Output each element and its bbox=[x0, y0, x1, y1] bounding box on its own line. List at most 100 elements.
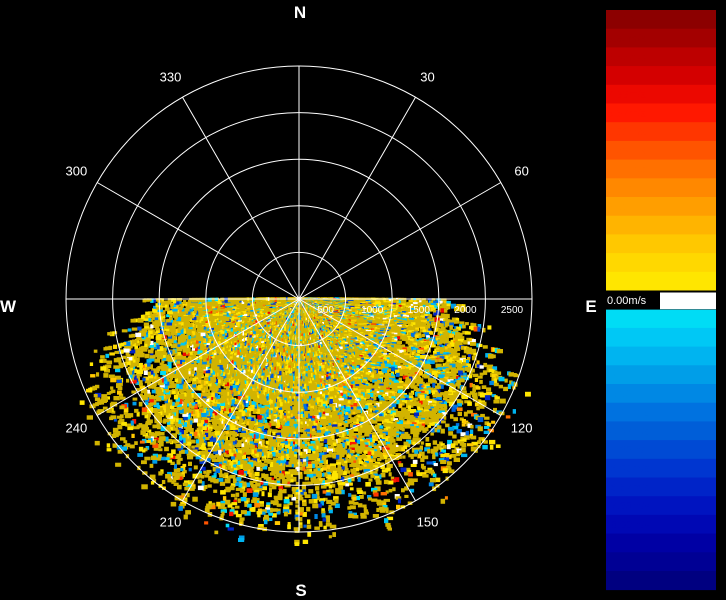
velocity-cell-2770 bbox=[425, 437, 430, 442]
velocity-cell-1398 bbox=[419, 356, 426, 360]
velocity-cell-1352 bbox=[479, 379, 483, 384]
velocity-cell-2693 bbox=[398, 403, 403, 409]
velocity-cell-4910 bbox=[308, 385, 313, 390]
velocity-cell-1439 bbox=[372, 334, 377, 339]
velocity-cell-4262 bbox=[351, 460, 357, 465]
velocity-cell-3817 bbox=[377, 463, 381, 468]
velocity-cell-3623 bbox=[369, 433, 376, 438]
velocity-cell-4449 bbox=[346, 475, 351, 479]
velocity-cell-2567 bbox=[394, 393, 399, 397]
velocity-cell-433 bbox=[470, 322, 474, 327]
velocity-cell-3745 bbox=[361, 428, 368, 433]
velocity-cell-483 bbox=[444, 321, 449, 326]
velocity-cell-4258 bbox=[347, 450, 354, 456]
velocity-cell-4446 bbox=[343, 465, 348, 470]
velocity-cell-1754 bbox=[398, 359, 404, 364]
velocity-cell-4267 bbox=[357, 477, 361, 482]
velocity-cell-2443 bbox=[391, 384, 398, 389]
velocity-cell-2396 bbox=[452, 434, 457, 439]
velocity-cell-1410 bbox=[462, 376, 469, 381]
velocity-cell-915 bbox=[418, 335, 422, 339]
velocity-cell-3937 bbox=[359, 441, 365, 445]
velocity-cell-1581 bbox=[412, 360, 418, 365]
velocity-cell-3451 bbox=[390, 450, 396, 454]
velocity-cell-4210 bbox=[372, 514, 379, 518]
velocity-cell-434 bbox=[472, 323, 477, 328]
velocity-cell-3744 bbox=[360, 424, 364, 429]
velocity-cell-4802 bbox=[323, 454, 328, 459]
velocity-cell-4513 bbox=[348, 493, 352, 497]
velocity-cell-4855 bbox=[316, 425, 320, 430]
velocity-cell-1954 bbox=[436, 393, 442, 399]
velocity-cell-2399 bbox=[461, 442, 467, 448]
velocity-cell-582 bbox=[413, 320, 419, 326]
velocity-cell-3686 bbox=[373, 445, 379, 450]
velocity-cell-2812 bbox=[368, 377, 372, 381]
velocity-cell-4634 bbox=[335, 475, 341, 479]
velocity-cell-692 bbox=[428, 328, 432, 332]
velocity-cell-4209 bbox=[367, 497, 372, 501]
velocity-cell-4003 bbox=[354, 437, 361, 442]
velocity-cell-3741 bbox=[355, 415, 361, 419]
velocity-cell-2638 bbox=[430, 432, 434, 436]
velocity-cell-3384 bbox=[388, 440, 393, 445]
velocity-cell-1104 bbox=[463, 359, 468, 363]
velocity-cell-4553 bbox=[324, 410, 329, 414]
velocity-cell-3510 bbox=[389, 454, 394, 458]
velocity-cell-1825 bbox=[456, 399, 462, 404]
velocity-cell-2771 bbox=[433, 446, 439, 452]
velocity-cell-1041 bbox=[483, 362, 488, 368]
velocity-cell-4066 bbox=[345, 419, 350, 424]
velocity-cell-1536 bbox=[512, 409, 516, 414]
velocity-cell-1892 bbox=[467, 410, 473, 414]
velocity-cell-4875 bbox=[328, 504, 332, 510]
velocity-cell-3755 bbox=[381, 469, 388, 473]
velocity-cell-1277 bbox=[408, 345, 414, 350]
velocity-cell-4373 bbox=[330, 411, 336, 417]
velocity-cell-642 bbox=[444, 329, 451, 335]
velocity-cell-63 bbox=[356, 298, 360, 302]
velocity-cell-4089 bbox=[384, 518, 389, 524]
velocity-cell-3860 bbox=[343, 398, 348, 404]
velocity-cell-2945 bbox=[378, 395, 382, 399]
velocity-cell-3738 bbox=[348, 401, 354, 406]
velocity-cell-4017 bbox=[382, 502, 387, 507]
velocity-cell-544 bbox=[444, 324, 448, 328]
velocity-cell-2580 bbox=[446, 444, 451, 450]
velocity-cell-1883 bbox=[426, 382, 430, 387]
velocity-cell-2830 bbox=[425, 443, 431, 447]
velocity-cell-4871 bbox=[323, 482, 330, 487]
velocity-cell-421 bbox=[427, 316, 432, 321]
velocity-cell-4551 bbox=[323, 405, 327, 411]
velocity-cell-3749 bbox=[372, 449, 378, 453]
velocity-cell-4939 bbox=[323, 497, 328, 501]
velocity-cell-4564 bbox=[333, 447, 338, 453]
velocity-cell-4331 bbox=[359, 495, 364, 499]
velocity-cell-4450 bbox=[346, 477, 352, 483]
velocity-cell-2707 bbox=[438, 445, 442, 450]
velocity-cell-680 bbox=[386, 318, 391, 322]
velocity-cell-2711 bbox=[446, 454, 452, 460]
velocity-cell-981 bbox=[472, 355, 477, 361]
velocity-cell-43 bbox=[440, 298, 447, 303]
velocity-cell-4082 bbox=[371, 487, 378, 492]
velocity-cell-860 bbox=[435, 338, 440, 343]
velocity-cell-3752 bbox=[377, 458, 382, 462]
velocity-cell-3332 bbox=[402, 455, 406, 459]
velocity-cell-1772 bbox=[454, 393, 459, 397]
velocity-cell-2519 bbox=[437, 429, 441, 433]
velocity-cell-2122 bbox=[383, 363, 388, 369]
velocity-cell-2692 bbox=[394, 400, 400, 405]
velocity-cell-751 bbox=[437, 333, 441, 337]
velocity-cell-4993 bbox=[314, 450, 319, 455]
velocity-cell-480 bbox=[436, 320, 442, 325]
velocity-cell-129 bbox=[412, 302, 419, 306]
velocity-cell-4799 bbox=[321, 447, 327, 451]
velocity-cell-2518 bbox=[433, 427, 440, 433]
velocity-cell-361 bbox=[392, 309, 398, 313]
velocity-cell-1651 bbox=[461, 390, 467, 396]
velocity-cell-748 bbox=[422, 329, 427, 333]
velocity-cell-38 bbox=[416, 298, 421, 302]
velocity-cell-267 bbox=[380, 305, 385, 309]
velocity-cell-3812 bbox=[368, 445, 372, 450]
